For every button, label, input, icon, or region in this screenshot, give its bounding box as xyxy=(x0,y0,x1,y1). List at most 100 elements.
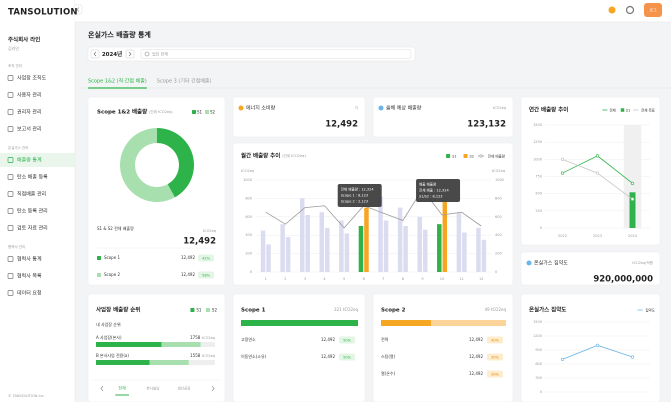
row-name: Scope 1 xyxy=(104,255,120,260)
active-item-bg xyxy=(0,153,75,167)
row-name: Scope 2 xyxy=(104,272,120,277)
badge: 30% xyxy=(491,372,499,376)
card-value: 920,000,000 xyxy=(593,275,653,285)
bar xyxy=(462,232,467,272)
y-tick-label: 750 xyxy=(535,175,542,179)
badge-bg xyxy=(339,353,355,361)
badge-bg xyxy=(487,336,503,344)
tooltip-line: Scope 1 : 8,123 xyxy=(341,194,368,198)
ranking-card xyxy=(87,293,226,402)
legend-label: S2 xyxy=(470,154,474,158)
monthly-card xyxy=(232,142,514,286)
y-tick-label: 300 xyxy=(535,376,542,380)
year-next[interactable] xyxy=(125,49,135,59)
row-value: 12,492 xyxy=(181,272,195,277)
menu-item: 검토 자료 관리 xyxy=(17,225,48,232)
legend-swatch xyxy=(205,110,209,114)
x-tick-label: 5 xyxy=(343,277,345,281)
share-bar xyxy=(299,320,358,326)
forecast-card xyxy=(372,96,514,138)
y2-axis-label: tCO2eq xyxy=(492,169,505,173)
bar xyxy=(96,342,162,347)
legend-label: S2 xyxy=(212,307,218,312)
line-point xyxy=(595,154,600,158)
tab[interactable]: Scope 1&2 (직·간접 배출) xyxy=(88,78,147,85)
ranking-tab[interactable]: 생산공장 xyxy=(178,386,192,391)
user-button[interactable] xyxy=(644,3,662,17)
card-unit: TJ xyxy=(354,106,358,110)
menu-item: 탄소 등록 관리 xyxy=(17,208,48,215)
x-tick-label: 11 xyxy=(459,277,463,281)
bar xyxy=(629,192,636,228)
tooltip xyxy=(337,184,382,207)
menu-item: 직접배출 관리 xyxy=(17,191,46,198)
badge-bg xyxy=(487,370,503,378)
x-tick-label: 8 xyxy=(402,277,404,281)
section-title: 협력사 관리 xyxy=(8,244,25,249)
user-name: 김라인 xyxy=(8,45,19,51)
card-title: 에너지 소비량 xyxy=(246,105,276,112)
tooltip-line: 전체 배출 : 12,324 xyxy=(419,188,449,193)
card-title: 사업장 배출량 순위 xyxy=(96,306,140,314)
notice-icon[interactable] xyxy=(608,6,616,14)
ranking-tab[interactable]: 본사빌딩 xyxy=(147,386,160,391)
tab-next[interactable] xyxy=(211,385,215,392)
tab[interactable]: Scope 3 (기타 간접배출) xyxy=(157,78,212,85)
bar xyxy=(437,224,442,272)
bar xyxy=(149,360,189,365)
legend-label: 전체 목표 xyxy=(641,107,656,112)
bar xyxy=(161,342,201,347)
bar xyxy=(285,237,291,272)
bar xyxy=(260,230,266,272)
menu-icon xyxy=(7,157,14,163)
menu-icon xyxy=(7,191,14,197)
line-point xyxy=(560,357,565,361)
collapse-button[interactable] xyxy=(73,4,83,15)
menu-item: 협력사 통계 xyxy=(17,256,42,263)
badge: 58% xyxy=(202,273,210,277)
line-point xyxy=(630,181,635,185)
share-bar xyxy=(241,320,300,326)
row-name: 스팀(열) xyxy=(381,353,396,359)
line-point xyxy=(560,171,565,175)
y2-tick-label: 400 xyxy=(495,233,502,237)
y-axis-label: tCO2eq xyxy=(241,169,254,173)
tooltip-line: Scope 2 : 2,123 xyxy=(341,200,368,204)
tooltip-line: 전체 배출량 : 12,324 xyxy=(341,187,375,192)
y-tick-label: 250 xyxy=(535,209,542,213)
menu-item: 데이터 요청 xyxy=(17,290,42,297)
card-title: Scope 1 xyxy=(241,308,266,314)
badge-bg xyxy=(198,254,214,262)
legend-label: S1 xyxy=(196,307,202,312)
year-prev[interactable] xyxy=(90,49,100,59)
badge: 40% xyxy=(491,338,499,342)
bar xyxy=(442,202,448,272)
bar xyxy=(319,212,325,272)
card-value: 123,132 xyxy=(467,120,506,130)
site-unit: tCO2eq xyxy=(202,336,215,340)
bar xyxy=(403,226,408,272)
legend-label: S1 xyxy=(452,154,456,158)
card-icon xyxy=(378,105,384,111)
tooltip xyxy=(416,179,461,202)
badge: 50% xyxy=(343,355,351,359)
section-title: 온실가스 관리 xyxy=(8,145,28,150)
y-tick-label: 0 xyxy=(540,226,542,230)
y2-tick-label: 200 xyxy=(495,252,502,256)
y-tick-label: 0 xyxy=(540,390,542,394)
tab-prev[interactable] xyxy=(100,385,104,392)
settings-icon[interactable] xyxy=(625,5,635,15)
y-tick-label: 0 xyxy=(250,270,252,274)
y-tick-label: 1500 xyxy=(533,320,542,324)
menu-icon xyxy=(7,256,14,262)
bar xyxy=(364,207,369,272)
y-tick-label: 400 xyxy=(245,233,252,237)
y-tick-label: 600 xyxy=(245,215,252,219)
search-box[interactable] xyxy=(140,49,412,59)
user-button-label: 로그 xyxy=(649,8,657,13)
y-tick-label: 1000 xyxy=(243,178,252,182)
row-value: 12,492 xyxy=(321,354,335,359)
company: 주식회사 라인 xyxy=(8,36,40,44)
ranking-tab[interactable]: 전체 xyxy=(118,385,126,391)
site-total: 1558 xyxy=(190,353,201,358)
